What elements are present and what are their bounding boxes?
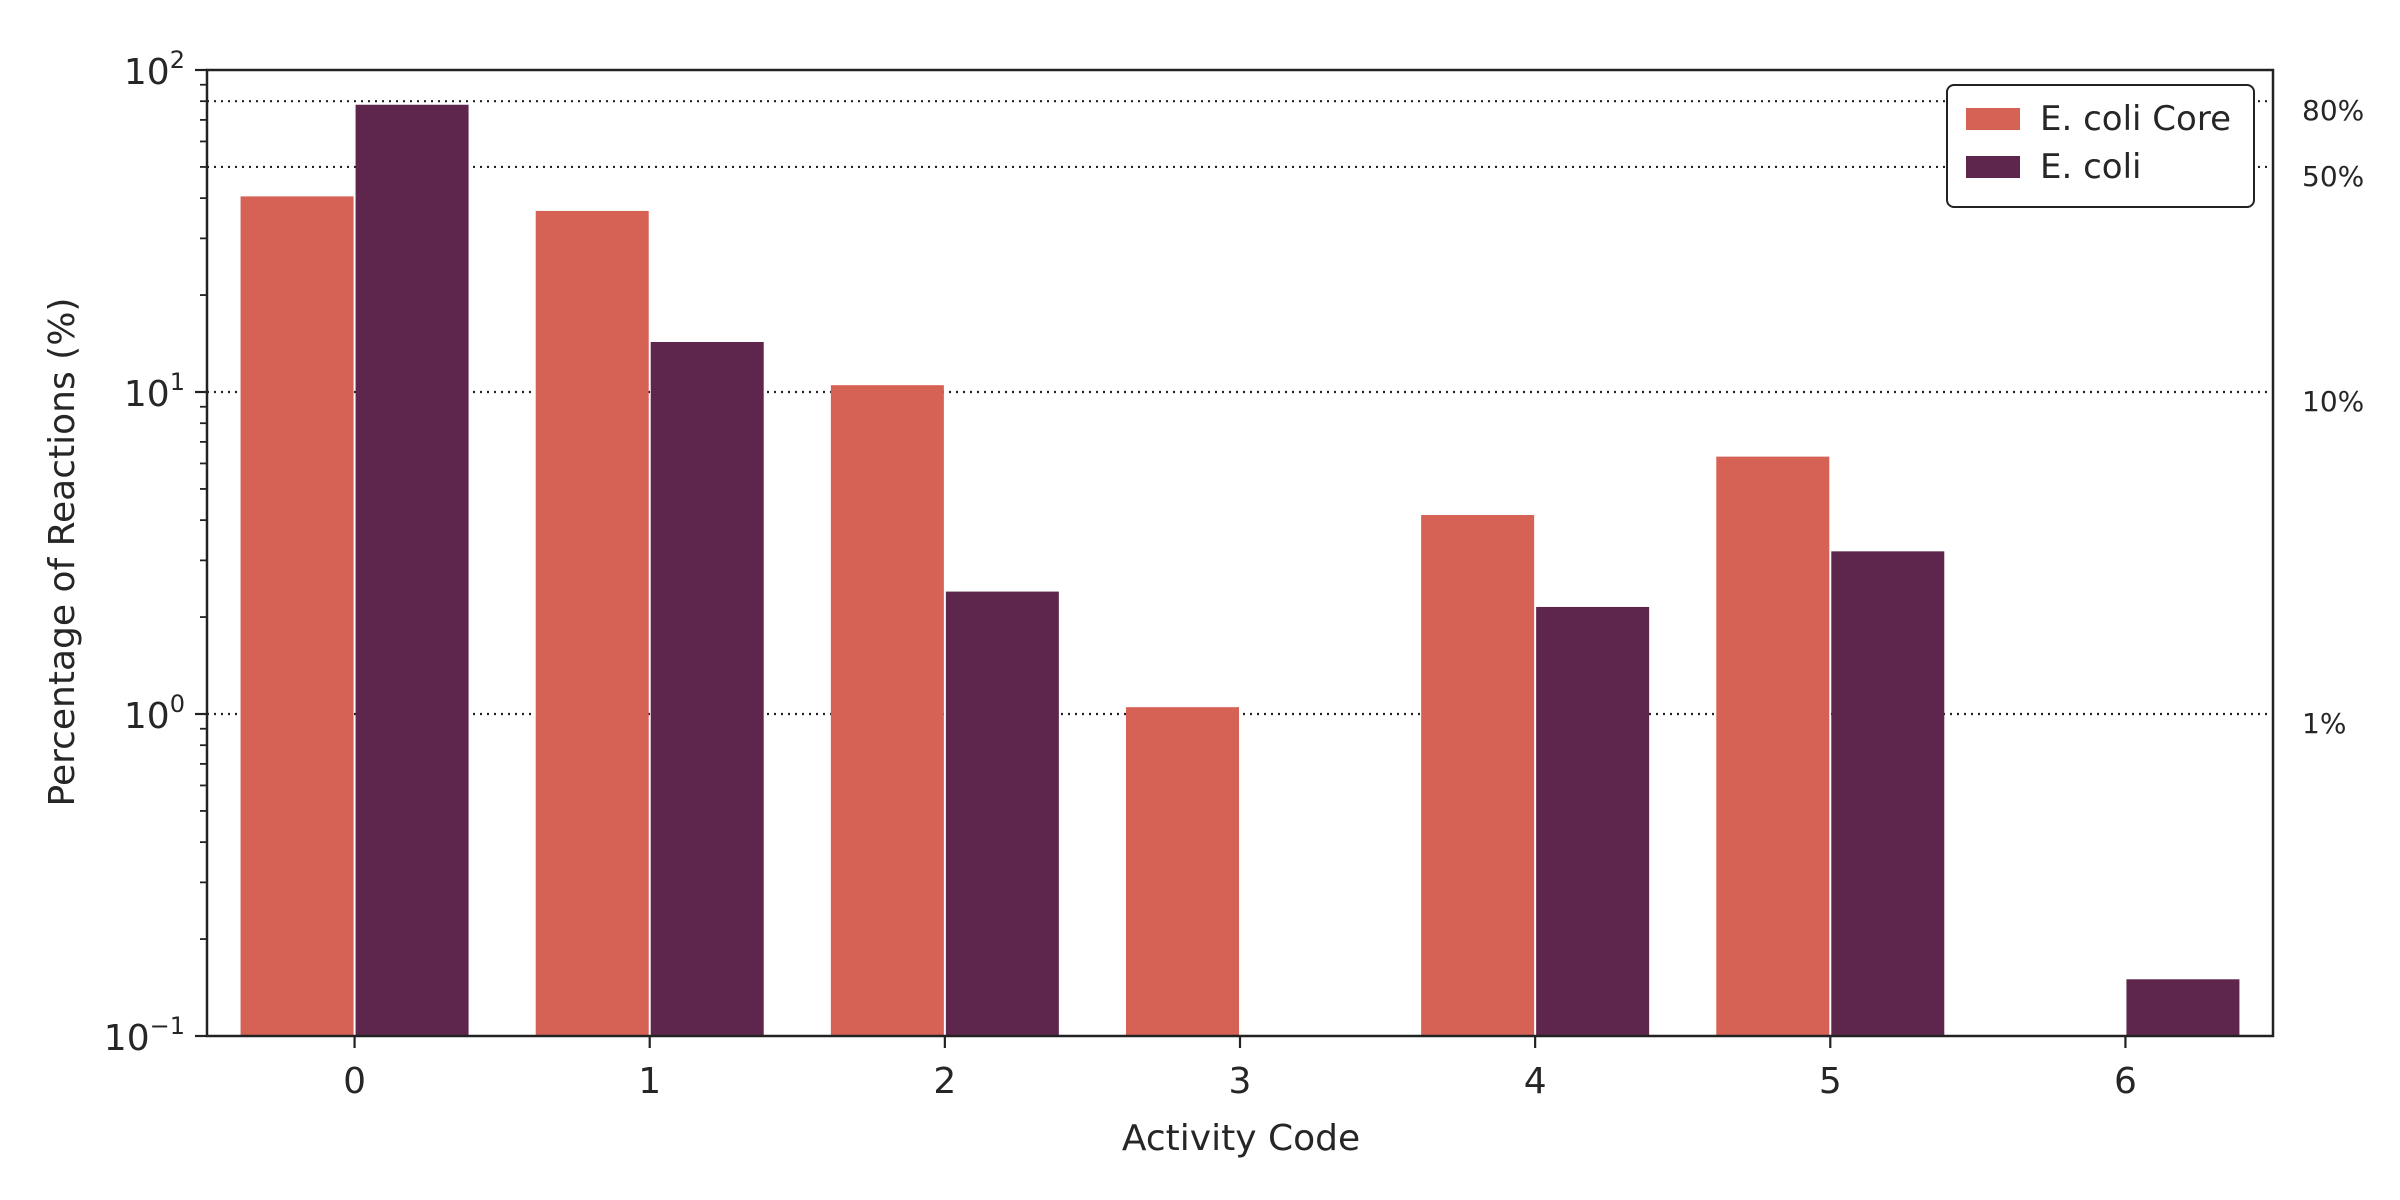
reference-line-label: 10% (2302, 385, 2364, 418)
reference-line-labels: 80% 50% 10% 1% (2302, 94, 2364, 740)
bar (355, 104, 469, 1036)
y-tick-label: 101 (124, 368, 185, 415)
plot-border (205, 68, 2275, 1038)
bar (535, 210, 649, 1036)
legend-swatch (1966, 156, 2020, 178)
legend-box (1946, 84, 2255, 208)
y-axis-title: Percentage of Reactions (%) (42, 298, 83, 807)
bar (945, 591, 1059, 1036)
bar (1421, 514, 1535, 1036)
legend-swatch (1966, 108, 2020, 130)
reference-line-label: 1% (2302, 707, 2346, 740)
bar (1716, 456, 1830, 1037)
x-tick-label: 5 (1819, 1061, 1842, 1102)
plot-frame (205, 68, 2275, 1038)
reference-line-label: 50% (2302, 160, 2364, 193)
bars (240, 104, 2240, 1037)
x-axis: 0 1 2 3 4 5 6 (343, 1036, 2137, 1102)
bar (650, 341, 764, 1036)
bar (1536, 606, 1650, 1036)
reference-line-label: 80% (2302, 94, 2364, 127)
legend-label: E. coli Core (2040, 99, 2231, 139)
x-tick-label: 4 (1524, 1061, 1547, 1102)
y-axis: 10−1 100 101 102 (104, 46, 207, 1059)
bar (1831, 551, 1945, 1036)
x-tick-label: 6 (2114, 1061, 2137, 1102)
y-tick-label: 100 (124, 690, 185, 737)
x-tick-label: 2 (933, 1061, 956, 1102)
bar (830, 385, 944, 1037)
y-tick-label: 102 (124, 46, 185, 93)
y-tick-label: 10−1 (104, 1012, 185, 1059)
legend: E. coli Core E. coli (1946, 84, 2255, 208)
x-tick-label: 3 (1229, 1061, 1252, 1102)
x-tick-label: 0 (343, 1061, 366, 1102)
bar (240, 196, 354, 1036)
x-axis-title: Activity Code (1122, 1118, 1360, 1159)
legend-label: E. coli (2040, 147, 2142, 187)
x-tick-label: 1 (638, 1061, 661, 1102)
bar (2126, 979, 2240, 1036)
bar (1126, 707, 1239, 1036)
